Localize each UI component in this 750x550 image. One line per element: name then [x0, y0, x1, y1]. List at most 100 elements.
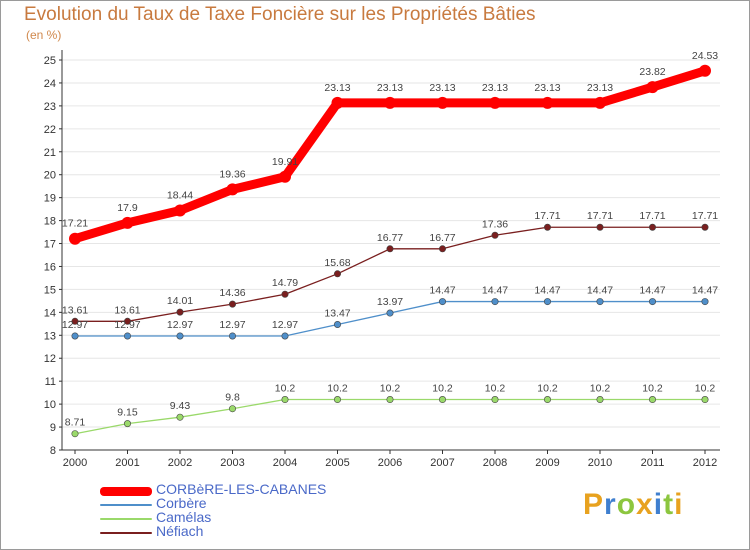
- series-1-label-0: 12.97: [62, 319, 88, 331]
- series-2-label-1: 9.15: [117, 407, 138, 419]
- series-0-label-3: 19.36: [219, 168, 245, 180]
- series-0-label-10: 23.13: [587, 82, 613, 94]
- series-2-label-8: 10.2: [485, 383, 506, 395]
- series-0-point-5: [331, 96, 344, 109]
- series-0-point-7: [436, 96, 449, 109]
- series-2-point-9: [543, 396, 551, 404]
- y-tick-label-17: 17: [44, 239, 56, 251]
- series-0-label-5: 23.13: [324, 82, 350, 94]
- series-1-point-5: [333, 321, 341, 329]
- series-1-label-6: 13.97: [377, 296, 403, 308]
- series-3-point-4: [281, 290, 289, 298]
- series-2-point-8: [491, 396, 499, 404]
- x-tick-label-2003: 2003: [220, 457, 244, 469]
- series-0-label-11: 23.82: [639, 66, 665, 78]
- legend-swatch-0: [100, 487, 152, 496]
- series-1-label-11: 14.47: [639, 285, 665, 297]
- series-2-label-10: 10.2: [590, 383, 611, 395]
- series-0-label-4: 19.91: [272, 156, 298, 168]
- chart-title: Evolution du Taux de Taxe Foncière sur l…: [24, 4, 536, 25]
- series-1-point-8: [491, 298, 499, 306]
- series-2-point-12: [701, 396, 709, 404]
- series-1-point-3: [229, 332, 237, 340]
- series-3-label-7: 16.77: [429, 232, 455, 244]
- legend-label-2: Camélas: [156, 509, 212, 525]
- series-3-label-8: 17.36: [482, 218, 508, 230]
- series-1-label-3: 12.97: [219, 319, 245, 331]
- series-2-point-4: [281, 396, 289, 404]
- y-tick-label-25: 25: [44, 55, 56, 67]
- series-0-point-10: [594, 96, 606, 109]
- y-tick-label-16: 16: [44, 261, 56, 273]
- x-tick-label-2007: 2007: [430, 457, 454, 469]
- logo-letter-5: t: [663, 488, 675, 521]
- series-3-point-8: [491, 231, 499, 239]
- x-tick-label-2009: 2009: [535, 457, 559, 469]
- y-tick-label-12: 12: [44, 353, 56, 365]
- y-tick-label-18: 18: [44, 216, 56, 228]
- y-tick-label-24: 24: [44, 78, 56, 90]
- proxiti-logo[interactable]: Proxiti: [583, 488, 683, 522]
- series-2-point-11: [648, 396, 656, 404]
- series-3-label-9: 17.71: [534, 210, 560, 222]
- series-3-point-3: [229, 300, 237, 308]
- series-0-point-9: [541, 96, 554, 109]
- series-2-point-7: [438, 396, 446, 404]
- series-0-label-9: 23.13: [534, 82, 560, 94]
- legend-label-3: Néfiach: [156, 523, 204, 539]
- y-tick-label-10: 10: [44, 399, 56, 411]
- series-2-point-6: [386, 396, 394, 404]
- logo-letter-3: x: [636, 488, 654, 521]
- logo-letter-1: r: [604, 488, 617, 521]
- series-0-point-6: [384, 96, 396, 109]
- series-3-label-12: 17.71: [692, 210, 718, 222]
- series-2-label-0: 8.71: [65, 417, 86, 429]
- series-2-point-2: [176, 413, 184, 421]
- series-1-point-10: [596, 298, 604, 306]
- series-1-label-8: 14.47: [482, 285, 508, 297]
- series-1-label-2: 12.97: [167, 319, 193, 331]
- series-1-point-4: [281, 332, 289, 340]
- series-3-point-9: [543, 223, 551, 231]
- x-tick-label-2001: 2001: [115, 457, 139, 469]
- y-tick-label-13: 13: [44, 330, 56, 342]
- series-1-point-2: [176, 332, 184, 340]
- y-tick-label-21: 21: [44, 147, 56, 159]
- series-0-label-2: 18.44: [167, 189, 193, 201]
- series-2-label-4: 10.2: [275, 383, 296, 395]
- series-2-point-1: [124, 420, 132, 428]
- series-0-point-1: [121, 216, 134, 229]
- series-1-label-7: 14.47: [429, 285, 455, 297]
- series-2-point-0: [71, 430, 79, 438]
- series-1-label-10: 14.47: [587, 285, 613, 297]
- x-tick-label-2000: 2000: [63, 457, 87, 469]
- x-tick-label-2012: 2012: [693, 457, 717, 469]
- series-3-point-7: [438, 245, 446, 253]
- series-0-point-8: [489, 96, 501, 109]
- series-3-label-0: 13.61: [62, 304, 88, 316]
- series-2-label-7: 10.2: [432, 383, 453, 395]
- series-2-label-3: 9.8: [225, 392, 240, 404]
- series-3-point-2: [176, 308, 184, 316]
- series-2-label-6: 10.2: [380, 383, 401, 395]
- legend-swatch-3: [100, 532, 152, 534]
- series-1-label-5: 13.47: [324, 308, 350, 320]
- series-3-label-1: 13.61: [114, 304, 140, 316]
- y-tick-label-11: 11: [45, 376, 56, 388]
- y-tick-label-9: 9: [50, 422, 56, 434]
- x-tick-label-2010: 2010: [588, 457, 612, 469]
- y-tick-label-8: 8: [50, 445, 56, 457]
- series-2-point-5: [333, 396, 341, 404]
- series-1-label-9: 14.47: [534, 285, 560, 297]
- series-3-label-2: 14.01: [167, 295, 193, 307]
- series-0-label-0: 17.21: [62, 218, 88, 230]
- series-2-label-12: 10.2: [695, 383, 716, 395]
- series-0-label-6: 23.13: [377, 82, 403, 94]
- y-tick-label-19: 19: [44, 193, 56, 205]
- y-tick-label-15: 15: [44, 284, 56, 296]
- y-tick-label-20: 20: [44, 170, 56, 182]
- series-2-point-3: [229, 405, 237, 413]
- series-0-point-0: [69, 232, 81, 245]
- x-tick-label-2004: 2004: [273, 457, 297, 469]
- x-tick-label-2011: 2011: [641, 457, 665, 469]
